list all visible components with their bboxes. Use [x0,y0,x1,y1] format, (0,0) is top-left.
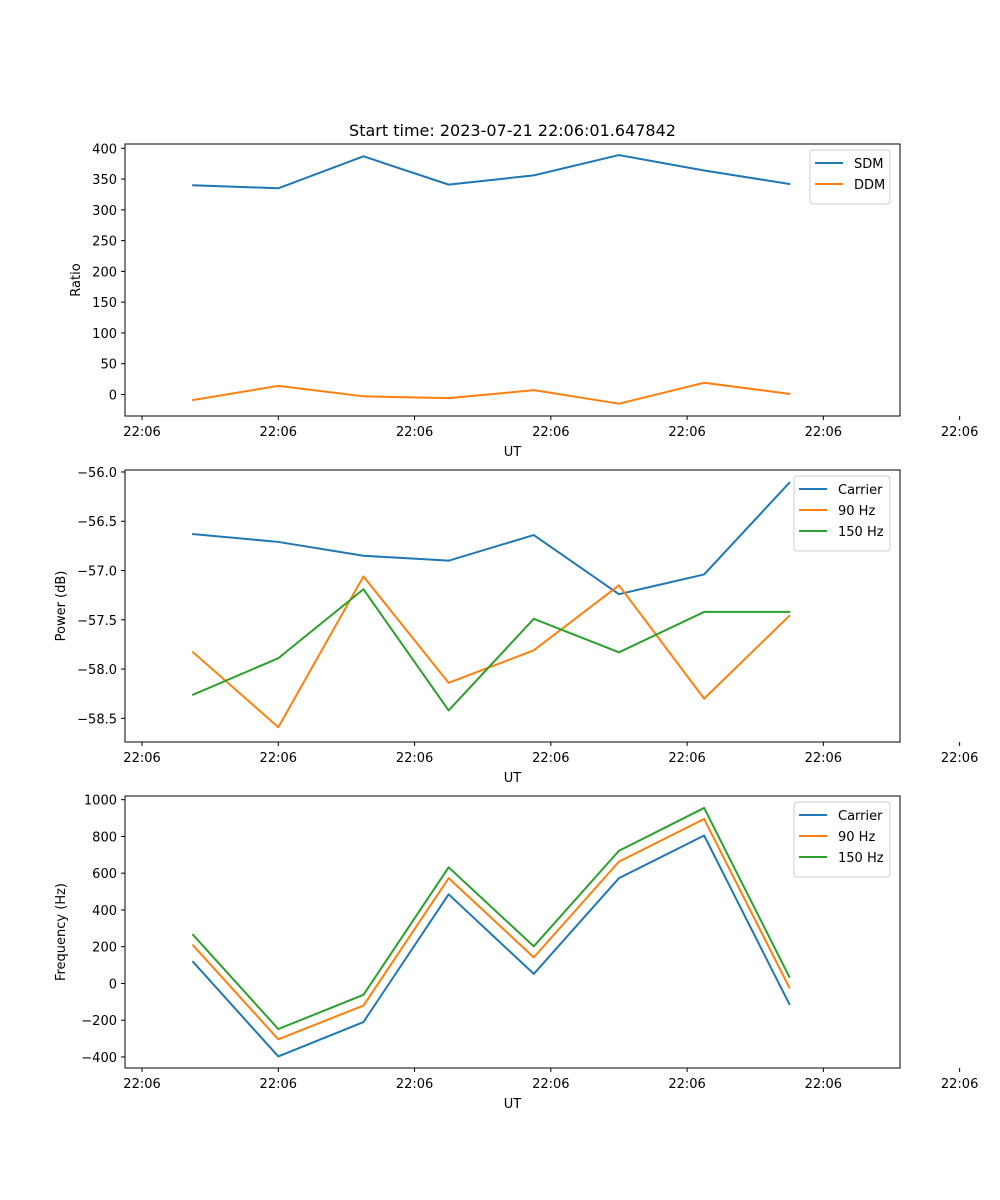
charts-group: 0 50 100 150 200 250 300 350 400 22:06 22:06 22:06 2… [54,142,978,1112]
chart-panel-1: 0 50 100 150 200 250 300 350 400 22:06 22:06 22:06 2… [69,142,978,460]
y-axis-label: Frequency (Hz) [54,883,69,981]
x-tick-label: 22:06 [396,751,433,766]
x-tick-label: 22:06 [941,425,978,440]
y-tick-label: 200 [92,265,117,280]
y-tick-label: −400 [81,1051,117,1066]
y-tick-label: 400 [92,142,117,157]
y-tick-label: −57.5 [77,614,117,629]
series-line-ddm [191,381,791,405]
series-line-90-hz [191,575,791,729]
x-axis-label: UT [504,445,522,460]
legend-label: DDM [854,178,885,193]
figure-title: Start time: 2023-07-21 22:06:01.647842 [349,121,676,140]
y-tick-label: 0 [109,977,117,992]
legend: SDM DDM [809,149,891,205]
y-tick-label: 150 [92,296,117,311]
x-tick-label: 22:06 [805,751,842,766]
y-tick-label: 350 [92,173,117,188]
y-tick-label: 1000 [84,794,117,809]
legend-box [793,475,891,552]
y-axis-label: Ratio [69,263,84,296]
y-tick-label: 50 [100,358,117,373]
plot-frame [124,143,901,417]
legend: Carrier 90 Hz 150 Hz [793,801,891,878]
series-line-150-hz [191,588,791,712]
legend-label: 150 Hz [838,525,884,540]
x-tick-label: 22:06 [123,751,160,766]
x-tick-label: 22:06 [396,425,433,440]
series-line-carrier [192,481,791,596]
y-tick-label: −57.0 [77,565,117,580]
y-axis-label: Power (dB) [54,571,69,642]
legend: Carrier 90 Hz 150 Hz [793,475,891,552]
x-tick-label: 22:06 [668,751,705,766]
x-tick-label: 22:06 [805,1077,842,1092]
x-tick-label: 22:06 [260,425,297,440]
y-tick-label: −58.5 [77,712,117,727]
y-tick-label: 600 [92,867,117,882]
x-axis-label: UT [504,771,522,786]
series-line-90-hz [191,817,791,1041]
y-tick-label: −200 [81,1014,117,1029]
legend-label: 150 Hz [838,851,884,866]
x-tick-label: 22:06 [941,751,978,766]
y-tick-label: 300 [92,204,117,219]
x-tick-label: 22:06 [123,425,160,440]
x-tick-label: 22:06 [123,1077,160,1092]
x-tick-label: 22:06 [532,751,569,766]
legend-label: Carrier [838,483,883,498]
chart-panel-2: −56.0 −56.5 −57.0 −57.5 −58.0 −58.5 22:06 22:06… [54,466,978,786]
plot-frame [124,469,901,743]
y-tick-label: 400 [92,904,117,919]
x-tick-label: 22:06 [941,1077,978,1092]
legend-label: 90 Hz [838,504,875,519]
x-axis-label: UT [504,1097,522,1112]
legend-label: 90 Hz [838,830,875,845]
y-tick-label: 200 [92,941,117,956]
x-tick-label: 22:06 [805,425,842,440]
x-tick-label: 22:06 [396,1077,433,1092]
x-tick-label: 22:06 [532,1077,569,1092]
y-tick-label: 800 [92,830,117,845]
legend-label: SDM [854,157,883,172]
y-tick-label: −56.5 [77,515,117,530]
chart-panel-3: −400 −200 0 200 400 600 800 1000 22:06 22:06 22:06… [54,794,978,1112]
series-line-150-hz [191,806,791,1031]
y-tick-label: 100 [92,327,117,342]
x-tick-label: 22:06 [532,425,569,440]
x-tick-label: 22:06 [668,1077,705,1092]
x-tick-label: 22:06 [668,425,705,440]
series-line-sdm [192,154,791,190]
y-tick-label: −56.0 [77,466,117,481]
legend-label: Carrier [838,809,883,824]
y-tick-label: −58.0 [77,663,117,678]
x-tick-label: 22:06 [260,1077,297,1092]
series-line-carrier [191,834,791,1058]
x-tick-label: 22:06 [260,751,297,766]
y-tick-label: 0 [109,388,117,403]
legend-box [793,801,891,878]
plot-frame [124,795,901,1069]
y-tick-label: 250 [92,235,117,250]
